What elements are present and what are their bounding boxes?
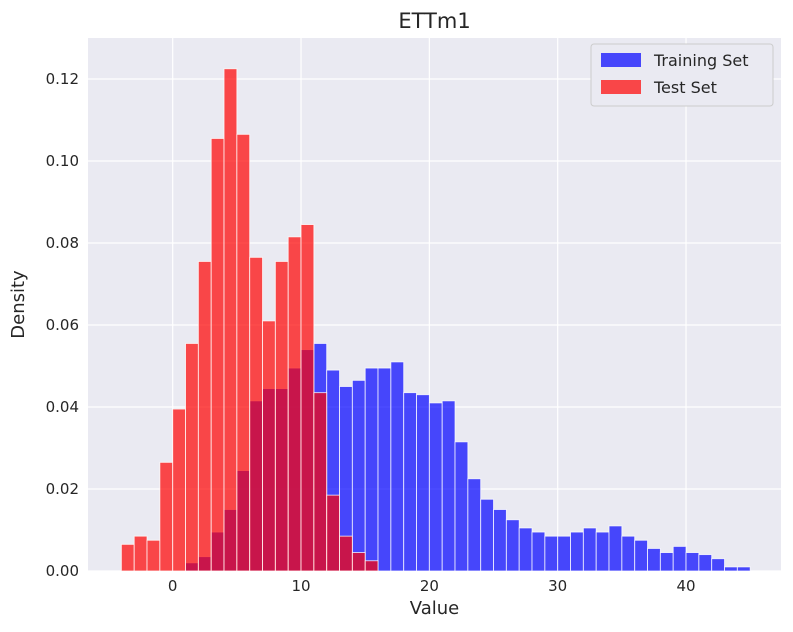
y-tick-label: 0.06 (46, 316, 79, 334)
bar-training-set (659, 552, 674, 572)
bar-training-set (711, 558, 725, 572)
bar-training-set (647, 548, 661, 572)
bar-test-set (326, 494, 340, 572)
bar-training-set (685, 552, 700, 572)
bar-training-set (621, 535, 636, 572)
bar-test-set (159, 461, 174, 572)
bar-training-set (698, 554, 713, 572)
bar-training-set (403, 392, 417, 572)
bar-training-set (672, 545, 687, 572)
legend-swatch-test (601, 80, 641, 94)
bar-test-set (197, 261, 212, 572)
bar-training-set (441, 400, 456, 572)
bar-test-set (236, 133, 251, 572)
legend-swatch-training (601, 53, 641, 67)
bar-test-set (185, 343, 199, 572)
bar-test-set (262, 320, 276, 572)
bar-training-set (454, 441, 469, 572)
bar-training-set (416, 394, 430, 572)
x-tick-label: 40 (676, 577, 695, 595)
y-tick-label: 0.12 (46, 70, 79, 88)
legend-label-training: Training Set (653, 51, 749, 70)
chart-title: ETTm1 (398, 9, 470, 33)
bar-training-set (377, 367, 392, 572)
bar-training-set (480, 498, 494, 572)
y-tick-label: 0.08 (46, 234, 79, 252)
bar-test-set (339, 535, 353, 572)
bar-training-set (518, 527, 533, 572)
bar-training-set (544, 535, 559, 572)
y-axis-label: Density (8, 270, 29, 339)
bar-training-set (428, 402, 443, 572)
x-tick-label: 20 (420, 577, 439, 595)
bar-test-set (172, 408, 186, 572)
bar-training-set (467, 478, 482, 572)
bar-training-set (493, 509, 507, 572)
y-tick-label: 0.10 (46, 152, 79, 170)
y-tick-label: 0.00 (46, 562, 79, 580)
x-tick-label: 10 (291, 577, 310, 595)
bar-training-set (531, 531, 546, 572)
x-tick-label: 0 (168, 577, 178, 595)
y-tick-label: 0.02 (46, 480, 79, 498)
legend: Training Set Test Set (590, 43, 774, 107)
bar-test-set (133, 535, 148, 572)
bar-test-set (120, 543, 135, 572)
bar-test-set (364, 560, 379, 572)
bar-test-set (146, 539, 161, 572)
bar-test-set (223, 68, 238, 572)
tick-labels: 0 10 20 30 40 0.00 0.02 0.04 0.06 0.08 0.10 0.12 (46, 70, 696, 595)
bar-training-set (351, 379, 366, 572)
x-axis-label: Value (410, 598, 459, 619)
bar-training-set (595, 531, 610, 572)
bar-test-set (249, 256, 263, 572)
bar-training-set (505, 519, 520, 572)
bar-training-set (582, 527, 597, 572)
bar-test-set (300, 224, 315, 572)
bar-training-set (634, 539, 648, 572)
bar-test-set (210, 137, 225, 572)
bar-test-set (313, 392, 328, 572)
bar-test-set (274, 261, 289, 572)
bar-training-set (557, 535, 571, 572)
bar-training-set (736, 566, 751, 572)
y-tick-label: 0.04 (46, 398, 79, 416)
legend-label-test: Test Set (653, 78, 717, 97)
x-tick-label: 30 (548, 577, 567, 595)
bar-test-set (351, 552, 366, 572)
bar-training-set (570, 531, 584, 572)
bar-training-set (390, 361, 405, 572)
bar-training-set (364, 367, 379, 572)
bar-training-set (608, 525, 623, 572)
bar-test-set (287, 236, 302, 572)
bar-training-set (724, 566, 738, 572)
bars (120, 68, 751, 572)
